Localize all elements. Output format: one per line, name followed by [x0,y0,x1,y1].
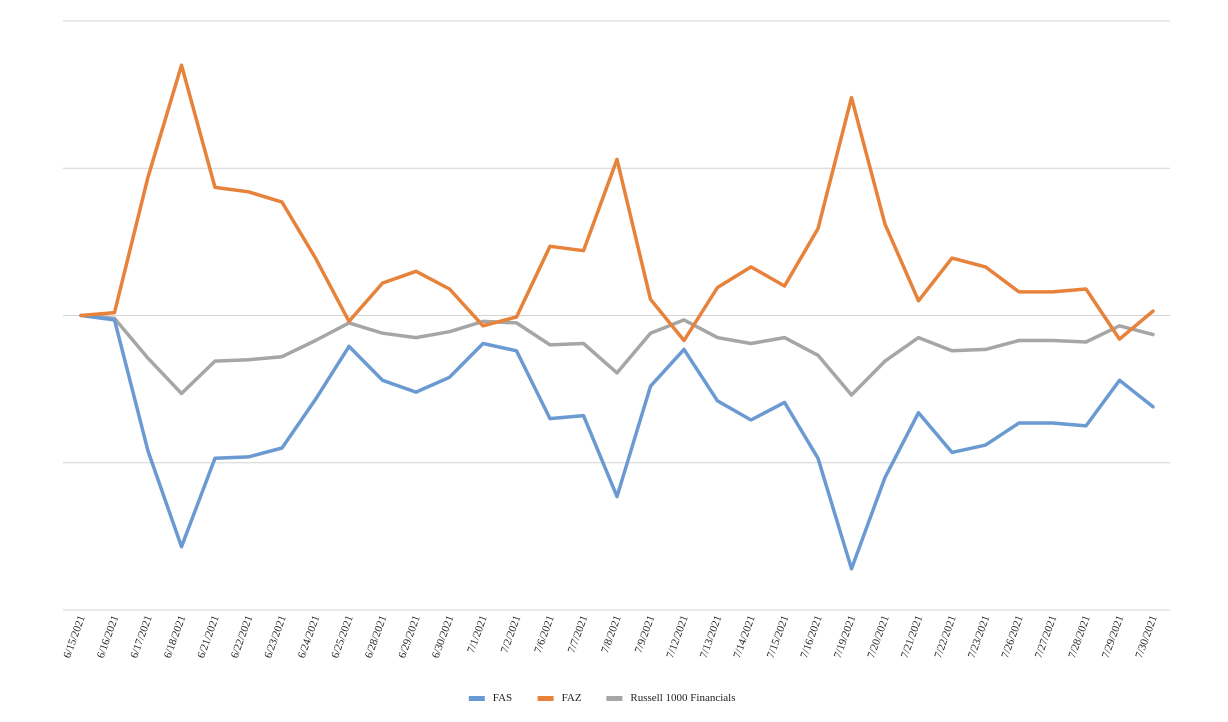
x-tick-label: 6/30/2021 [430,614,457,660]
x-tick-label: 7/19/2021 [832,614,859,660]
x-tick-label: 6/29/2021 [396,614,423,660]
x-tick-label: 7/7/2021 [566,614,591,655]
x-tick-label: 7/26/2021 [999,614,1026,660]
legend-label-russell-1000-financials: Russell 1000 Financials [630,692,735,704]
x-tick-label: 7/9/2021 [633,614,658,655]
legend-swatch-russell-1000-financials [606,696,623,701]
x-tick-label: 6/25/2021 [329,614,356,660]
x-tick-label: 6/28/2021 [363,614,390,660]
x-tick-label: 7/8/2021 [599,614,624,655]
x-tick-label: 7/22/2021 [932,614,959,660]
x-tick-label: 6/18/2021 [162,614,189,660]
series-lines [79,63,1155,571]
x-tick-label: 6/22/2021 [229,614,256,660]
x-tick-label: 7/21/2021 [899,614,926,660]
x-tick-label: 6/16/2021 [95,614,122,660]
legend-label-faz: FAZ [562,692,582,704]
x-tick-label: 7/14/2021 [731,614,758,660]
x-tick-label: 6/21/2021 [195,614,222,660]
x-tick-label: 7/29/2021 [1100,614,1127,660]
x-tick-label: 7/30/2021 [1133,614,1160,660]
legend-label-fas: FAS [493,692,512,704]
x-tick-label: 7/12/2021 [664,614,691,660]
x-tick-label: 7/1/2021 [465,614,490,655]
x-tick-label: 7/13/2021 [698,614,725,660]
series-line-fas [79,313,1155,571]
x-axis-tick-labels: 6/15/2021 6/16/2021 6/17/2021 6/18/2021 6/21… [61,614,1160,660]
x-tick-label: 7/28/2021 [1066,614,1093,660]
series-line-faz [79,63,1155,343]
series-line-russell-1000-financials [79,313,1155,397]
legend-swatch-faz [537,696,554,701]
x-tick-label: 7/16/2021 [798,614,825,660]
x-tick-label: 6/17/2021 [128,614,155,660]
x-tick-label: 7/6/2021 [532,614,557,655]
legend-swatch-fas [468,696,485,701]
legend: FAS FAZ Russell 1000 Financials [468,692,736,704]
x-tick-label: 7/20/2021 [865,614,892,660]
x-tick-label: 6/23/2021 [262,614,289,660]
x-tick-label: 7/23/2021 [966,614,993,660]
x-tick-label: 6/24/2021 [296,614,323,660]
x-tick-label: 7/15/2021 [765,614,792,660]
gridlines [63,20,1170,611]
x-tick-label: 7/2/2021 [499,614,524,655]
x-tick-label: 7/27/2021 [1033,614,1060,660]
x-tick-label: 6/15/2021 [61,614,88,660]
